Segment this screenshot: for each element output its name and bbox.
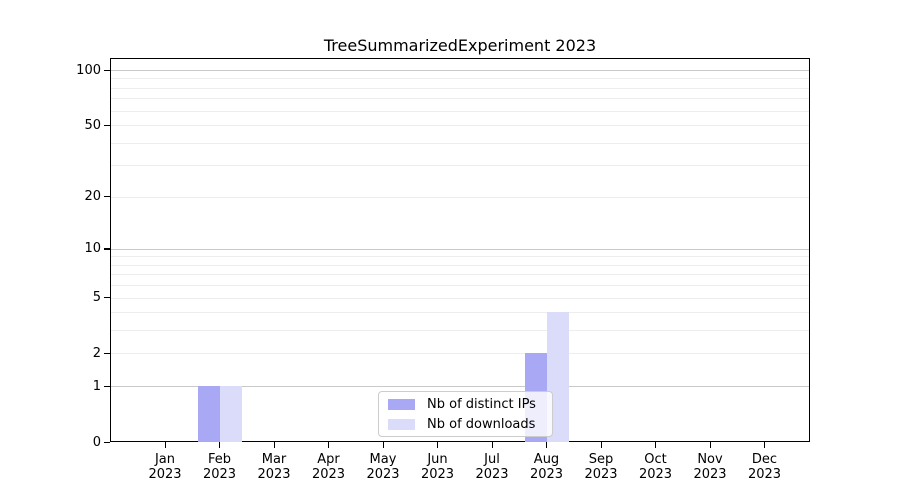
gridline-y-70 — [111, 98, 809, 100]
x-tick-label-sep: Sep 2023 — [584, 452, 618, 482]
x-tick-label-jan: Jan 2023 — [148, 452, 182, 482]
gridline-y-3 — [111, 330, 809, 332]
plot-area: Nb of distinct IPs Nb of downloads — [110, 58, 810, 442]
y-tick-mark-50 — [104, 124, 110, 126]
y-tick-label-50: 50 — [84, 117, 101, 133]
y-tick-label-1: 1 — [92, 378, 101, 394]
gridline-y-1 — [111, 386, 809, 388]
x-tick-label-aug: Aug 2023 — [529, 452, 564, 482]
y-tick-label-100: 100 — [76, 62, 101, 78]
legend: Nb of distinct IPs Nb of downloads — [378, 391, 553, 437]
legend-label-distinct-ips: Nb of distinct IPs — [427, 396, 536, 412]
gridline-y-20 — [111, 196, 809, 198]
x-tick-mark-feb — [219, 442, 221, 448]
gridline-y-80 — [111, 87, 809, 89]
legend-label-downloads: Nb of downloads — [427, 416, 536, 432]
x-tick-label-dec: Dec 2023 — [747, 452, 782, 482]
x-tick-label-jul: Jul 2023 — [475, 452, 509, 482]
legend-swatch-distinct-ips — [388, 398, 415, 410]
x-tick-mark-jul — [491, 442, 493, 448]
y-tick-label-10: 10 — [84, 241, 101, 257]
y-tick-label-20: 20 — [84, 189, 101, 205]
gridline-y-8 — [111, 264, 809, 266]
y-tick-label-0: 0 — [92, 434, 101, 450]
gridline-y-4 — [111, 312, 809, 314]
x-tick-mark-sep — [600, 442, 602, 448]
y-tick-mark-5 — [104, 297, 110, 299]
x-tick-mark-oct — [655, 442, 657, 448]
gridline-y-50 — [111, 125, 809, 127]
bar-feb-distinct-ips — [197, 386, 220, 442]
gridline-y-9 — [111, 256, 809, 258]
x-tick-mark-nov — [709, 442, 711, 448]
x-tick-label-may: May 2023 — [366, 452, 400, 482]
gridline-y-5 — [111, 297, 809, 299]
y-tick-mark-100 — [104, 69, 110, 71]
x-tick-label-jun: Jun 2023 — [420, 452, 455, 482]
gridline-y-30 — [111, 165, 809, 167]
gridline-y-60 — [111, 110, 809, 112]
x-tick-mark-jan — [164, 442, 166, 448]
gridline-y-10 — [111, 248, 809, 250]
x-tick-mark-dec — [764, 442, 766, 448]
y-tick-label-2: 2 — [92, 345, 101, 361]
gridline-y-100 — [111, 70, 809, 71]
x-tick-label-apr: Apr 2023 — [311, 452, 346, 482]
x-tick-mark-apr — [328, 442, 330, 448]
gridline-y-40 — [111, 142, 809, 144]
x-tick-label-mar: Mar 2023 — [257, 452, 291, 482]
y-tick-mark-1 — [104, 385, 110, 387]
x-tick-label-nov: Nov 2023 — [693, 452, 727, 482]
y-tick-mark-10 — [104, 248, 110, 250]
x-tick-label-feb: Feb 2023 — [202, 452, 237, 482]
x-tick-mark-jun — [437, 442, 439, 448]
y-tick-label-5: 5 — [92, 290, 101, 306]
y-tick-mark-0 — [104, 441, 110, 443]
legend-item-downloads: Nb of downloads — [386, 417, 544, 432]
x-tick-label-oct: Oct 2023 — [638, 452, 673, 482]
y-tick-mark-2 — [104, 352, 110, 355]
legend-swatch-downloads — [388, 418, 415, 430]
legend-item-distinct-ips: Nb of distinct IPs — [386, 397, 544, 412]
x-tick-mark-mar — [273, 442, 275, 448]
gridline-y-90 — [111, 78, 809, 80]
gridline-y-2 — [111, 353, 809, 355]
gridline-y-7 — [111, 274, 809, 276]
chart-title: TreeSummarizedExperiment 2023 — [323, 36, 597, 55]
y-tick-mark-20 — [104, 196, 110, 198]
x-tick-mark-may — [382, 442, 384, 448]
gridline-y-6 — [111, 285, 809, 287]
bar-feb-downloads — [219, 386, 242, 442]
x-tick-mark-aug — [546, 442, 548, 448]
